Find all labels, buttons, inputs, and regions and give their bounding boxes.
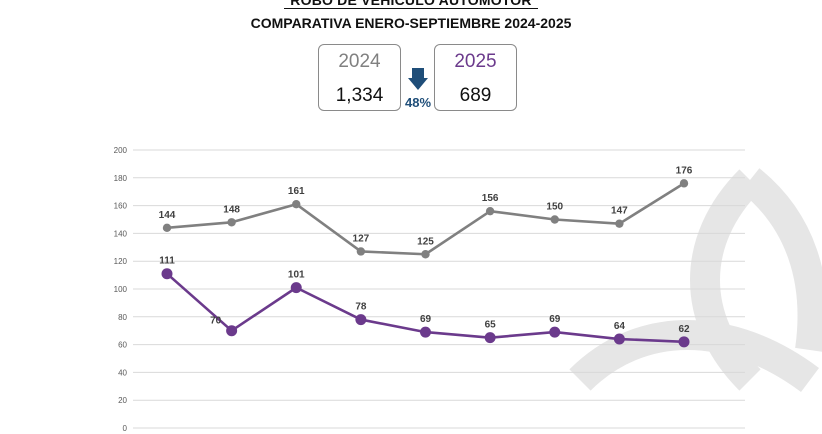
- y-axis: 0 20 40 60 80 100 120 140 160 180 200: [114, 146, 128, 433]
- data-label: 64: [614, 321, 626, 332]
- data-label: 161: [288, 186, 305, 197]
- y-tick-label: 120: [114, 257, 128, 266]
- data-point: [227, 218, 236, 227]
- y-tick-label: 0: [123, 424, 128, 433]
- y-tick-label: 140: [114, 229, 128, 238]
- data-label: 144: [159, 210, 176, 221]
- y-tick-label: 100: [114, 285, 128, 294]
- data-labels: 144 148 161 127 125 156 150 147 176 111 70 101 78 69 6…: [159, 165, 693, 334]
- data-point: [162, 223, 172, 233]
- data-label: 148: [223, 204, 240, 215]
- data-point: [678, 336, 690, 348]
- data-label: 65: [485, 320, 497, 331]
- year-label-2024: 2024: [338, 51, 381, 72]
- y-tick-label: 200: [114, 146, 128, 155]
- series-group: [161, 179, 690, 348]
- data-label: 127: [353, 233, 370, 244]
- data-label: 69: [420, 314, 432, 325]
- data-label: 156: [482, 193, 499, 204]
- data-point: [615, 219, 624, 228]
- data-point: [420, 326, 431, 338]
- data-label: 70: [210, 316, 222, 327]
- line-chart: 0 20 40 60 80 100 120 140 160 180 200 144 148 161 127…: [114, 146, 745, 433]
- data-label: 125: [417, 236, 434, 247]
- down-arrow-icon: [408, 68, 428, 90]
- data-point: [613, 333, 625, 345]
- summary-card-2024: 2024 1,334: [318, 44, 401, 111]
- y-tick-label: 20: [118, 396, 127, 405]
- data-point: [550, 215, 559, 224]
- data-label: 69: [549, 314, 561, 325]
- chart-subtitle: COMPARATIVA ENERO-SEPTIEMBRE 2024-2025: [250, 15, 572, 31]
- y-tick-label: 160: [114, 202, 128, 211]
- data-label: 147: [611, 206, 628, 217]
- data-point: [356, 247, 366, 256]
- data-point: [484, 332, 496, 344]
- change-percent: 48%: [404, 95, 432, 110]
- data-label: 111: [159, 256, 175, 267]
- summary-card-2025: 2025 689: [434, 44, 517, 111]
- y-tick-label: 60: [118, 341, 127, 350]
- data-label: 176: [676, 165, 693, 176]
- total-value-2024: 1,334: [335, 85, 384, 106]
- y-tick-label: 40: [118, 368, 127, 377]
- data-label: 62: [678, 324, 690, 335]
- data-point: [421, 250, 430, 259]
- data-point: [161, 268, 173, 280]
- data-point: [679, 179, 689, 188]
- year-label-2025: 2025: [454, 51, 497, 72]
- y-tick-label: 80: [118, 313, 127, 322]
- data-point: [355, 314, 367, 326]
- data-label: 78: [355, 302, 367, 313]
- chart-title: ROBO DE VEHÍCULO AUTOMOTOR: [0, 0, 822, 9]
- total-value-2025: 689: [459, 85, 492, 106]
- data-point: [226, 325, 238, 337]
- data-point: [485, 206, 495, 216]
- data-label: 101: [288, 270, 305, 281]
- data-point: [549, 326, 561, 338]
- grid-lines: [133, 149, 745, 429]
- y-tick-label: 180: [114, 174, 128, 183]
- logo-watermark: [569, 168, 822, 393]
- data-point: [292, 200, 301, 209]
- data-point: [290, 282, 302, 294]
- data-label: 150: [546, 202, 563, 213]
